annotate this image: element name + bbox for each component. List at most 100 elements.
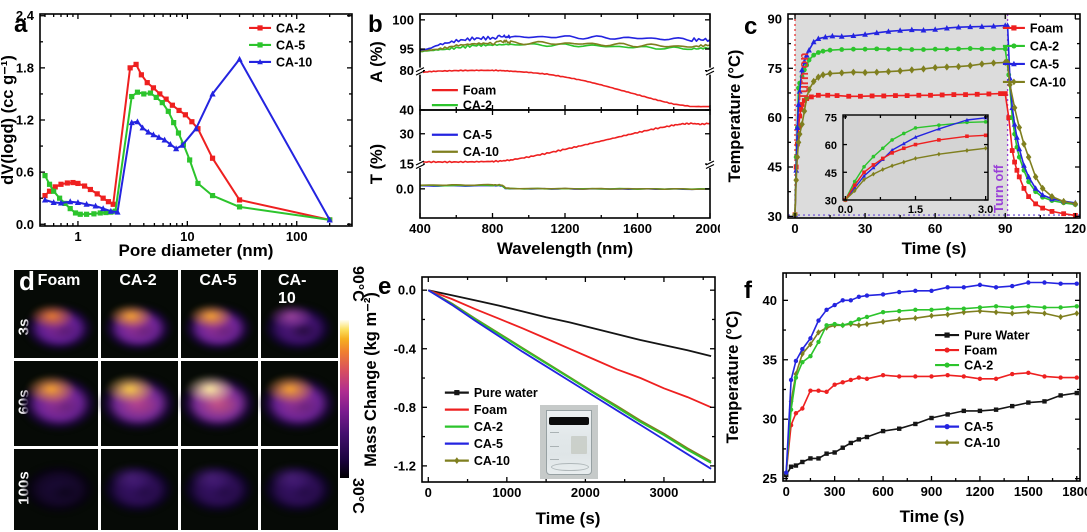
svg-text:Pure Water: Pure Water: [964, 329, 1030, 343]
svg-text:30: 30: [825, 196, 837, 208]
thermal-blob-ca-2-60s: [99, 370, 177, 434]
thermal-blob-ca-10-3s: [263, 300, 333, 354]
svg-text:T (%): T (%): [368, 144, 386, 184]
svg-text:35: 35: [763, 352, 777, 367]
thermal-blob-foam-100s: [23, 460, 95, 516]
svg-text:Turn off: Turn off: [991, 164, 1006, 213]
svg-text:0: 0: [783, 484, 790, 499]
svg-text:900: 900: [921, 484, 943, 499]
svg-text:100: 100: [286, 229, 308, 244]
svg-text:25: 25: [763, 471, 777, 486]
svg-text:45: 45: [768, 160, 782, 175]
svg-text:a: a: [14, 11, 28, 38]
beaker-graduation: [549, 446, 560, 448]
svg-text:CA-2: CA-2: [1030, 39, 1059, 53]
beaker-photo-inset: [540, 405, 598, 479]
svg-text:15: 15: [400, 157, 414, 172]
row-divider: [14, 446, 338, 449]
beaker-bottom: [551, 463, 589, 472]
svg-text:1000: 1000: [492, 485, 521, 500]
svg-text:CA-5: CA-5: [1030, 57, 1059, 71]
svg-text:300: 300: [824, 484, 846, 499]
svg-text:0.0: 0.0: [16, 217, 34, 232]
svg-text:1.5: 1.5: [908, 204, 923, 216]
panel-c-heating-curve-chart: 0 30 60 90 120 30 45 60 75 90 Temperature (°C) Foam…: [726, 11, 1086, 258]
svg-text:45: 45: [825, 168, 837, 180]
svg-text:Wavelength (nm): Wavelength (nm): [497, 239, 633, 258]
svg-text:95: 95: [400, 42, 414, 57]
svg-text:10: 10: [180, 229, 194, 244]
svg-text:3.0: 3.0: [978, 204, 993, 216]
svg-text:60: 60: [928, 221, 942, 236]
svg-text:A (%): A (%): [368, 41, 386, 83]
thermal-blob-foam-60s: [20, 370, 98, 434]
svg-text:Pure water: Pure water: [474, 386, 538, 400]
svg-text:80: 80: [400, 63, 414, 78]
svg-text:1.2: 1.2: [16, 113, 34, 128]
svg-text:1800: 1800: [1062, 484, 1087, 499]
thermal-blob-foam-3s: [24, 300, 94, 354]
row-divider: [14, 358, 338, 361]
svg-text:CA-5: CA-5: [463, 128, 492, 142]
svg-text:Temperature (°C): Temperature (°C): [726, 50, 744, 183]
svg-text:0: 0: [425, 485, 432, 500]
svg-text:1200: 1200: [965, 484, 994, 499]
svg-text:400: 400: [409, 221, 431, 236]
svg-text:75: 75: [768, 61, 782, 76]
svg-text:b: b: [368, 11, 383, 38]
svg-text:800: 800: [482, 221, 504, 236]
svg-text:0.6: 0.6: [16, 165, 34, 180]
svg-text:1600: 1600: [623, 221, 652, 236]
svg-text:30: 30: [768, 209, 782, 224]
svg-text:100: 100: [392, 12, 414, 27]
svg-text:60: 60: [825, 140, 837, 152]
thermal-blob-ca-5-60s: [179, 370, 257, 434]
svg-text:40: 40: [763, 293, 777, 308]
svg-text:c: c: [744, 13, 757, 40]
svg-text:CA-5: CA-5: [276, 38, 305, 52]
svg-text:CA-2: CA-2: [276, 21, 305, 35]
svg-text:1: 1: [74, 229, 81, 244]
svg-text:2000: 2000: [696, 221, 720, 236]
thermal-blob-ca-5-100s: [182, 460, 254, 516]
svg-text:600: 600: [872, 484, 894, 499]
svg-text:40: 40: [400, 103, 414, 118]
thermal-blob-ca-10-60s: [259, 370, 337, 434]
beaker: [546, 410, 592, 475]
panel-f-solar-heating-chart: 0 300 600 900 1200 1500 1800 25 30 35 40 Temperatur…: [724, 272, 1087, 526]
svg-text:75: 75: [825, 112, 837, 124]
svg-text:Foam: Foam: [964, 344, 997, 358]
colorbar: [340, 320, 349, 478]
svg-text:-1.2: -1.2: [394, 458, 416, 473]
svg-text:Turn on: Turn on: [796, 53, 811, 100]
svg-text:1500: 1500: [1014, 484, 1043, 499]
svg-text:3000: 3000: [649, 485, 678, 500]
thermal-blob-ca-2-100s: [102, 460, 174, 516]
panel-letter-d: d: [19, 270, 35, 296]
svg-text:2000: 2000: [571, 485, 600, 500]
svg-text:CA-10: CA-10: [1030, 75, 1066, 89]
beaker-graduation: [549, 432, 560, 434]
svg-text:Foam: Foam: [463, 84, 496, 98]
thermal-blob-ca-2-3s: [103, 300, 173, 354]
svg-text:Time (s): Time (s): [902, 239, 967, 258]
beaker-graduation: [549, 458, 560, 460]
svg-text:e: e: [378, 273, 391, 300]
svg-text:CA-10: CA-10: [276, 55, 312, 69]
svg-text:Foam: Foam: [474, 403, 507, 417]
beaker-label: [570, 436, 588, 454]
svg-text:CA-10: CA-10: [463, 145, 499, 159]
svg-text:CA-5: CA-5: [474, 437, 503, 451]
svg-text:90: 90: [768, 11, 782, 26]
svg-text:Time (s): Time (s): [900, 507, 965, 526]
svg-text:90: 90: [998, 221, 1012, 236]
colorbar-max-label: 90°C: [349, 266, 366, 302]
svg-text:0.0: 0.0: [396, 181, 414, 196]
svg-text:1.8: 1.8: [16, 60, 34, 75]
thermal-blob-ca-10-100s: [262, 460, 334, 516]
svg-text:Temperature (°C): Temperature (°C): [724, 311, 742, 444]
column-label-ca-2: CA-2: [119, 272, 157, 289]
